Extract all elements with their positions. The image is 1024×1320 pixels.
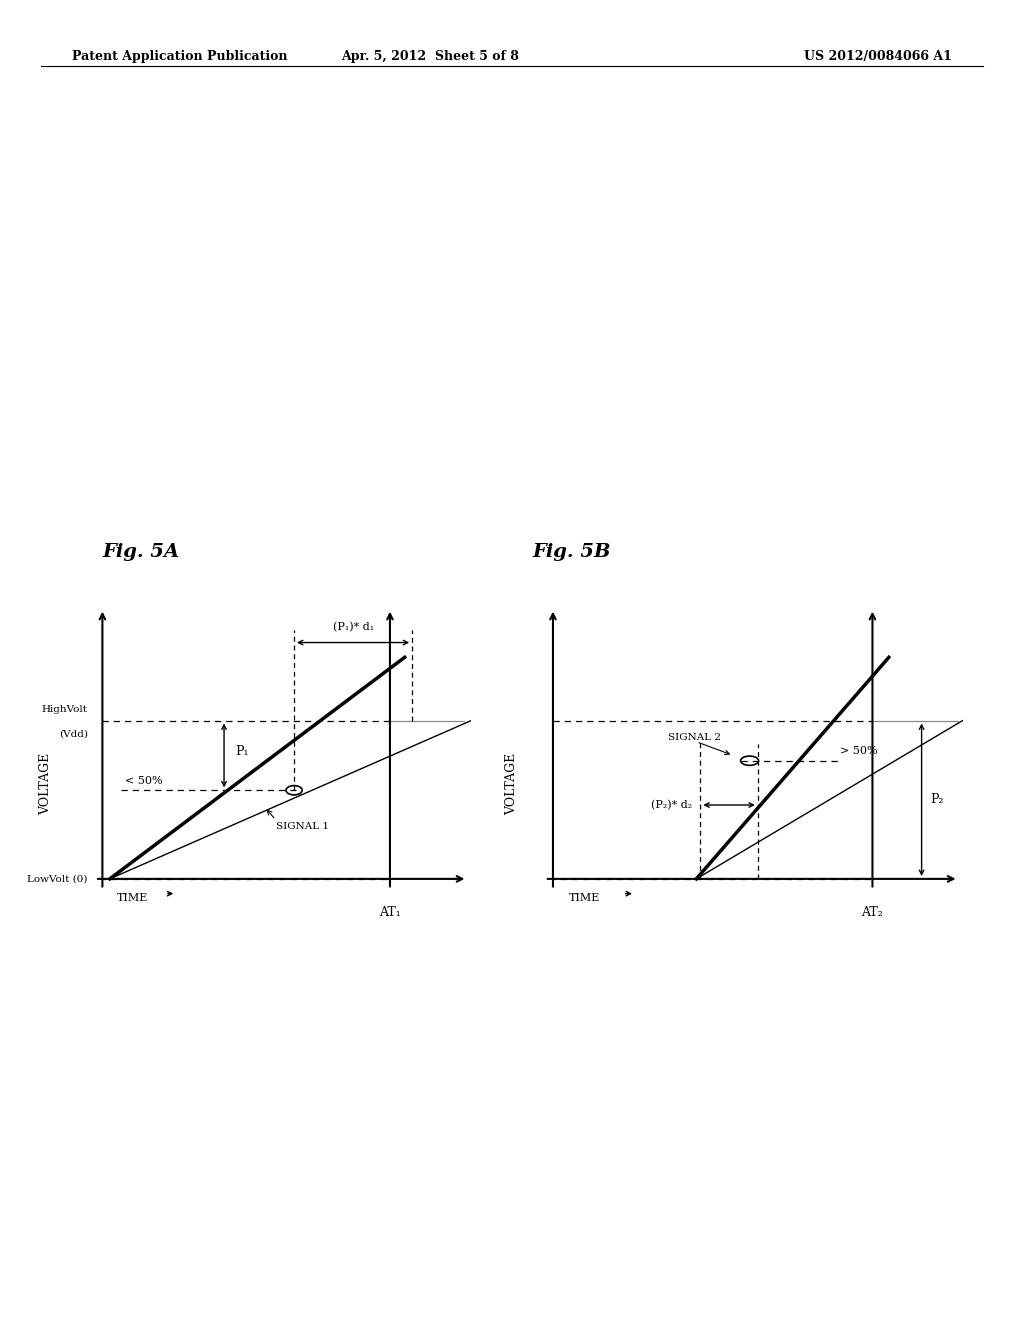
Text: Patent Application Publication: Patent Application Publication (72, 50, 287, 63)
Text: SIGNAL 2: SIGNAL 2 (668, 733, 721, 742)
Text: P₁: P₁ (236, 744, 249, 758)
Text: (Vdd): (Vdd) (58, 729, 88, 738)
Text: TIME: TIME (117, 892, 148, 903)
Text: (P₁)* d₁: (P₁)* d₁ (333, 622, 374, 632)
Text: VOLTAGE: VOLTAGE (39, 752, 52, 814)
Text: AT₁: AT₁ (379, 907, 400, 919)
Text: Fig. 5B: Fig. 5B (532, 543, 611, 561)
Text: (P₂)* d₂: (P₂)* d₂ (651, 800, 692, 810)
Text: VOLTAGE: VOLTAGE (506, 752, 518, 814)
Text: Apr. 5, 2012  Sheet 5 of 8: Apr. 5, 2012 Sheet 5 of 8 (341, 50, 519, 63)
Text: Fig. 5A: Fig. 5A (102, 543, 179, 561)
Text: > 50%: > 50% (840, 747, 878, 756)
Text: LowVolt (0): LowVolt (0) (28, 874, 88, 883)
Text: SIGNAL 1: SIGNAL 1 (275, 822, 329, 830)
Text: TIME: TIME (569, 892, 601, 903)
Text: P₂: P₂ (930, 793, 943, 807)
Text: HighVolt: HighVolt (42, 705, 88, 714)
Text: US 2012/0084066 A1: US 2012/0084066 A1 (805, 50, 952, 63)
Text: AT₂: AT₂ (861, 907, 884, 919)
Text: < 50%: < 50% (125, 776, 162, 785)
